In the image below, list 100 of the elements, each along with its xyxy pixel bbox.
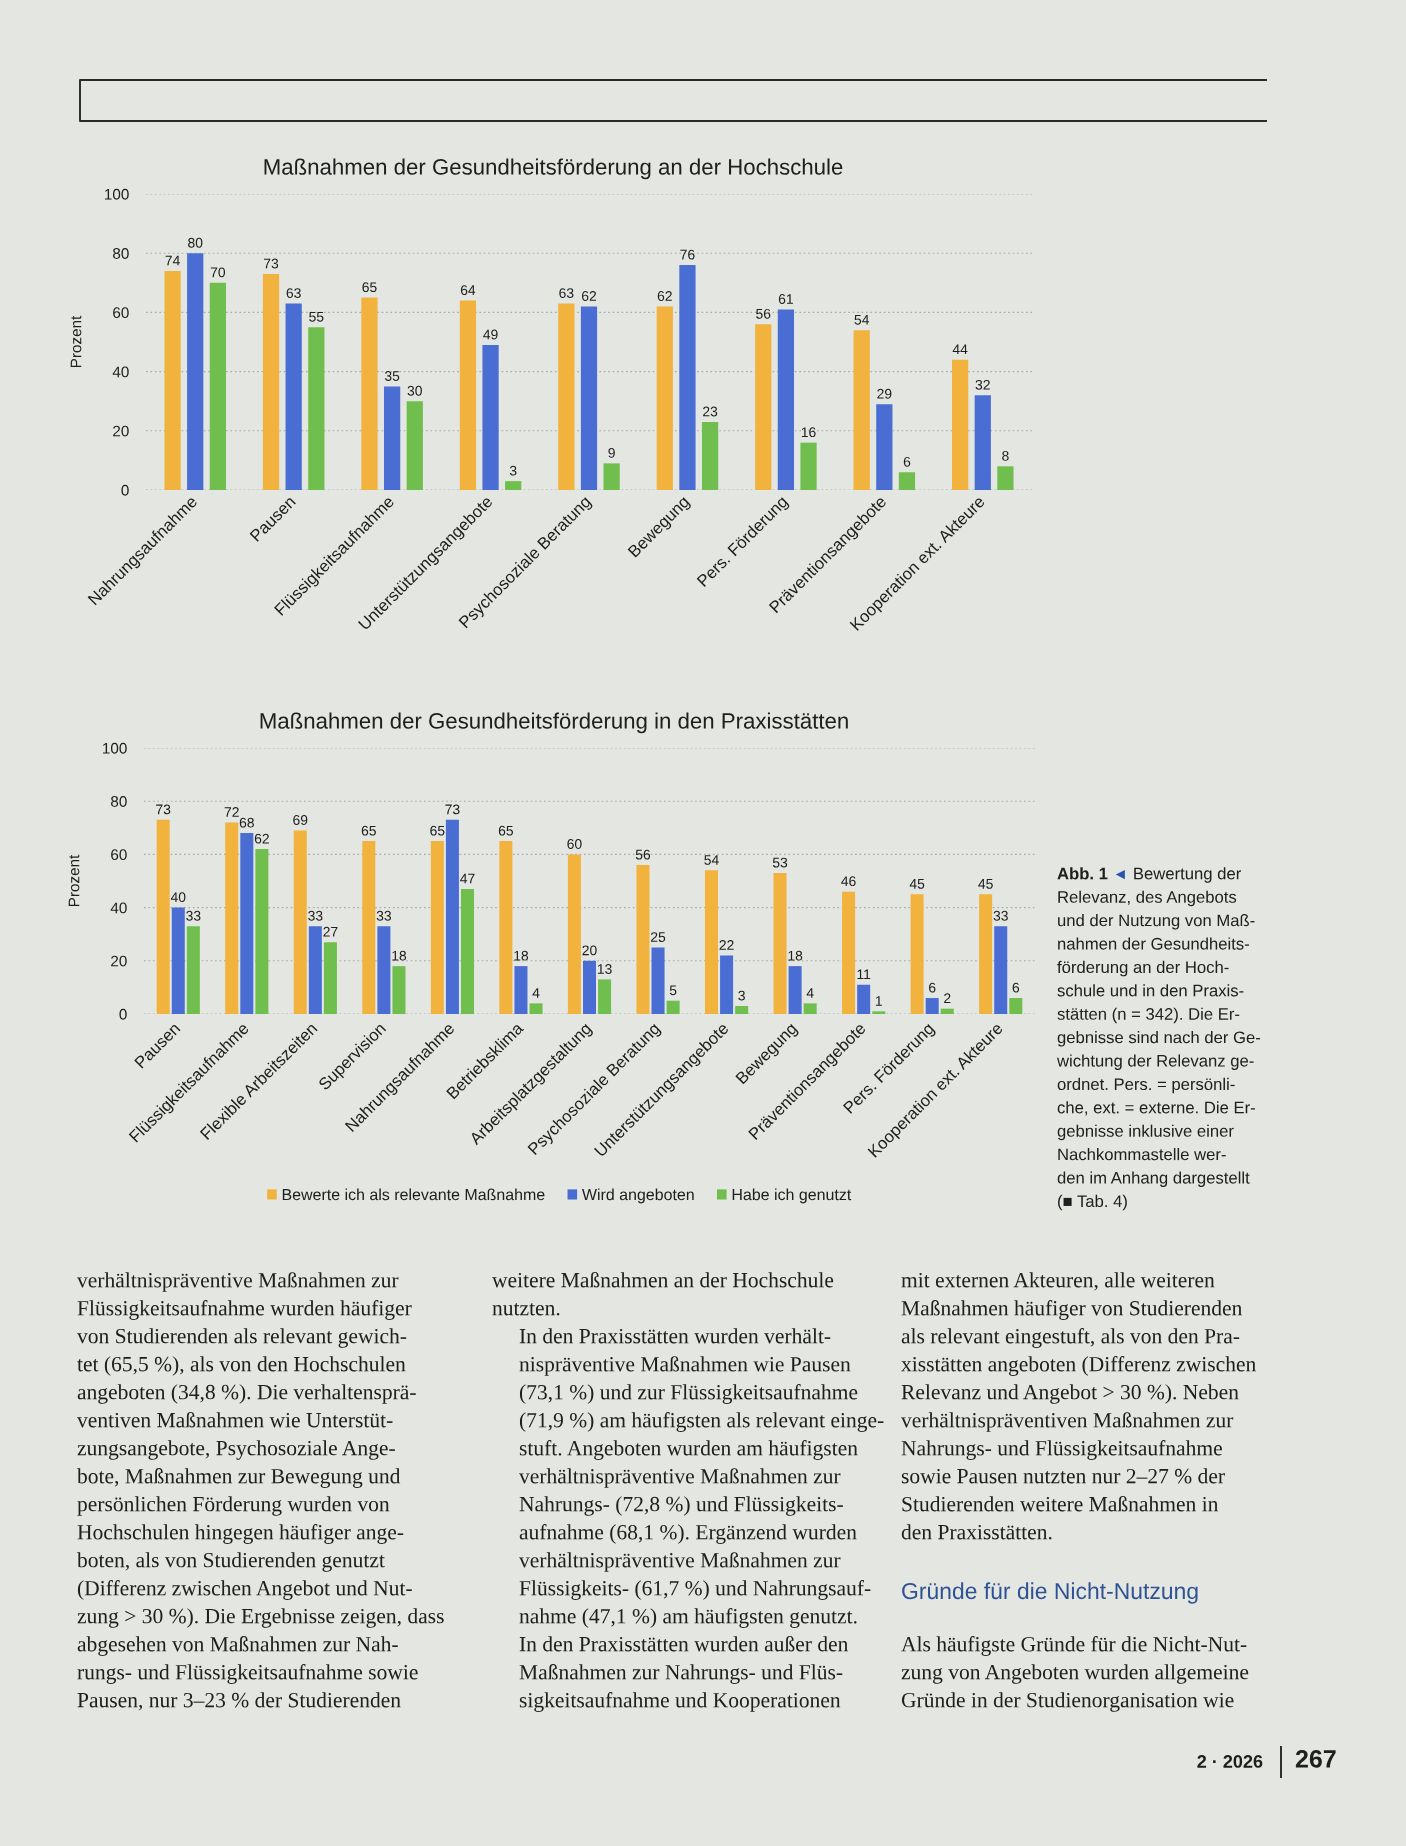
text: ◄: [1115, 870, 1125, 880]
bar: [853, 330, 870, 490]
data-label: 35: [384, 371, 400, 381]
bar: [499, 841, 513, 1014]
text: Bewertung der: [1134, 867, 1241, 883]
data-label: 33: [993, 910, 1008, 921]
data-label: 5: [669, 985, 677, 996]
bar: [445, 819, 459, 1014]
bar: [225, 822, 239, 1014]
y-tick-label: 0: [119, 1008, 127, 1020]
bar: [656, 306, 673, 490]
bar: [704, 870, 719, 1014]
chart-title: Maßnahmen der Gesundheitsförderung in den Praxisstätten: [260, 712, 848, 734]
data-label: 32: [975, 379, 990, 390]
data-label: 68: [239, 817, 254, 828]
y-tick-label: 80: [111, 796, 127, 807]
text: Als häufigste Gründe für die Nicht-Nut- zung von Angeboten wurden allgemeine Gründe in der Studienorganisation wie: [901, 1636, 1249, 1712]
bar: [788, 966, 802, 1014]
data-label: 53: [772, 857, 788, 868]
bar: [406, 401, 423, 490]
bar: [803, 1003, 817, 1014]
data-label: 18: [788, 950, 803, 961]
text: In den Praxisstätten wurden verhält- nispräventive Maßnahmen wie Pausen (73,1 %) und zur Flüssigkeitsaufnahme (71,9 %) am häufigsten als relevant einge- stuft. Angeboten wurden am häufigsten verhältnispräventive Maßnahmen zur Nahrungs- (72,8 %) und Flüssigkeits- aufnahme (68,1 %). Ergänzend wurden verhältnispräventive Maßnahmen zur Flüssigkeits- (61,7 %) und Nahrungsauf- nahme (47,1 %) am häufigsten genutzt. In den Praxisstätten wurden außer den Maßnahmen zur Nahrungs- und Flüs- sigkeitsaufnahme und Kooperationen: [519, 1328, 884, 1712]
bar: [459, 300, 477, 490]
text: mit externen Akteuren, alle weiteren Maßnahmen häufiger von Studierenden als relevant eingestuft, als von den Pra- xisstätten angeboten (Differenz zwischen Relevanz und Angebot > 30 %). Neben verhältnispräventiven Maßnahmen zur Nahrungs- und Flüssigkeitsaufnahme sowie Pausen nutzten nur 2–27 % der Studierenden weitere Maßnahmen in den Praxisstätten.: [901, 1272, 1256, 1540]
bar: [842, 891, 856, 1014]
bar: [285, 303, 302, 490]
bar: [857, 984, 871, 1014]
data-label: 23: [703, 406, 718, 417]
y-axis-title: Prozent: [68, 854, 80, 907]
data-label: 33: [186, 910, 201, 921]
data-label: 45: [978, 879, 993, 889]
bar: [156, 819, 170, 1014]
data-label: 72: [224, 807, 239, 817]
bar: [994, 926, 1008, 1014]
data-label: 69: [293, 815, 308, 825]
data-label: 13: [597, 964, 612, 974]
bar: [910, 894, 924, 1014]
data-label: 73: [264, 258, 279, 269]
data-label: 30: [407, 385, 422, 396]
data-label: 3: [738, 990, 745, 1001]
data-label: 2: [944, 993, 951, 1004]
data-label: 63: [286, 288, 301, 298]
bar: [514, 966, 528, 1014]
data-label: 74: [165, 255, 180, 266]
data-label: 49: [483, 329, 498, 340]
bar: [377, 926, 391, 1014]
legend-label: Habe ich genutzt: [732, 1188, 852, 1204]
text: weitere Maßnahmen an der Hochschule nutzten.: [492, 1272, 834, 1316]
y-tick-label: 60: [113, 307, 129, 319]
caption: Abb. 1: [1057, 867, 1108, 880]
y-tick-label: 100: [105, 188, 129, 200]
bar: [186, 926, 200, 1014]
data-label: 18: [514, 950, 529, 961]
data-label: 62: [254, 833, 269, 844]
data-label: 4: [806, 988, 814, 998]
bar: [979, 894, 993, 1014]
data-label: 63: [559, 288, 574, 298]
bar: [872, 1011, 886, 1014]
bar: [773, 873, 787, 1014]
bar: [925, 998, 939, 1014]
bar: [255, 849, 269, 1014]
data-label: 6: [929, 982, 936, 993]
bar: [362, 841, 376, 1014]
data-label: 80: [188, 237, 203, 248]
bar: [392, 966, 406, 1014]
bar: [603, 463, 620, 490]
data-label: 73: [445, 804, 460, 815]
bar: [666, 1000, 680, 1014]
data-label: 65: [430, 825, 445, 836]
data-label: 65: [361, 825, 376, 836]
data-label: 8: [1002, 450, 1009, 461]
y-tick-label: 80: [113, 248, 129, 259]
data-label: 55: [309, 311, 324, 322]
bar: [974, 395, 991, 490]
bar: [164, 270, 181, 490]
bar: [940, 1008, 954, 1014]
data-label: 65: [362, 282, 377, 293]
y-tick-label: 60: [111, 849, 127, 861]
data-label: 33: [308, 910, 323, 921]
bar: [898, 472, 916, 490]
data-label: 6: [903, 456, 911, 467]
bar: [997, 466, 1014, 490]
data-label: 56: [756, 308, 771, 319]
y-axis-title: Prozent: [70, 315, 82, 368]
bar: [529, 1003, 543, 1014]
bar: [755, 324, 772, 490]
bar: [777, 309, 795, 490]
y-tick-label: 40: [112, 366, 129, 378]
data-label: 56: [635, 849, 651, 860]
text: 267: [1295, 1750, 1336, 1768]
data-label: 76: [680, 249, 695, 260]
data-label: 27: [323, 926, 338, 937]
y-tick-label: 40: [110, 902, 127, 914]
bar: [598, 979, 612, 1014]
bar: [209, 282, 226, 490]
data-label: 60: [567, 839, 582, 849]
bar: [952, 359, 969, 490]
legend-label: Wird angeboten: [581, 1188, 694, 1204]
text: Gründe für die Nicht-Nutzung: [902, 1582, 1198, 1604]
